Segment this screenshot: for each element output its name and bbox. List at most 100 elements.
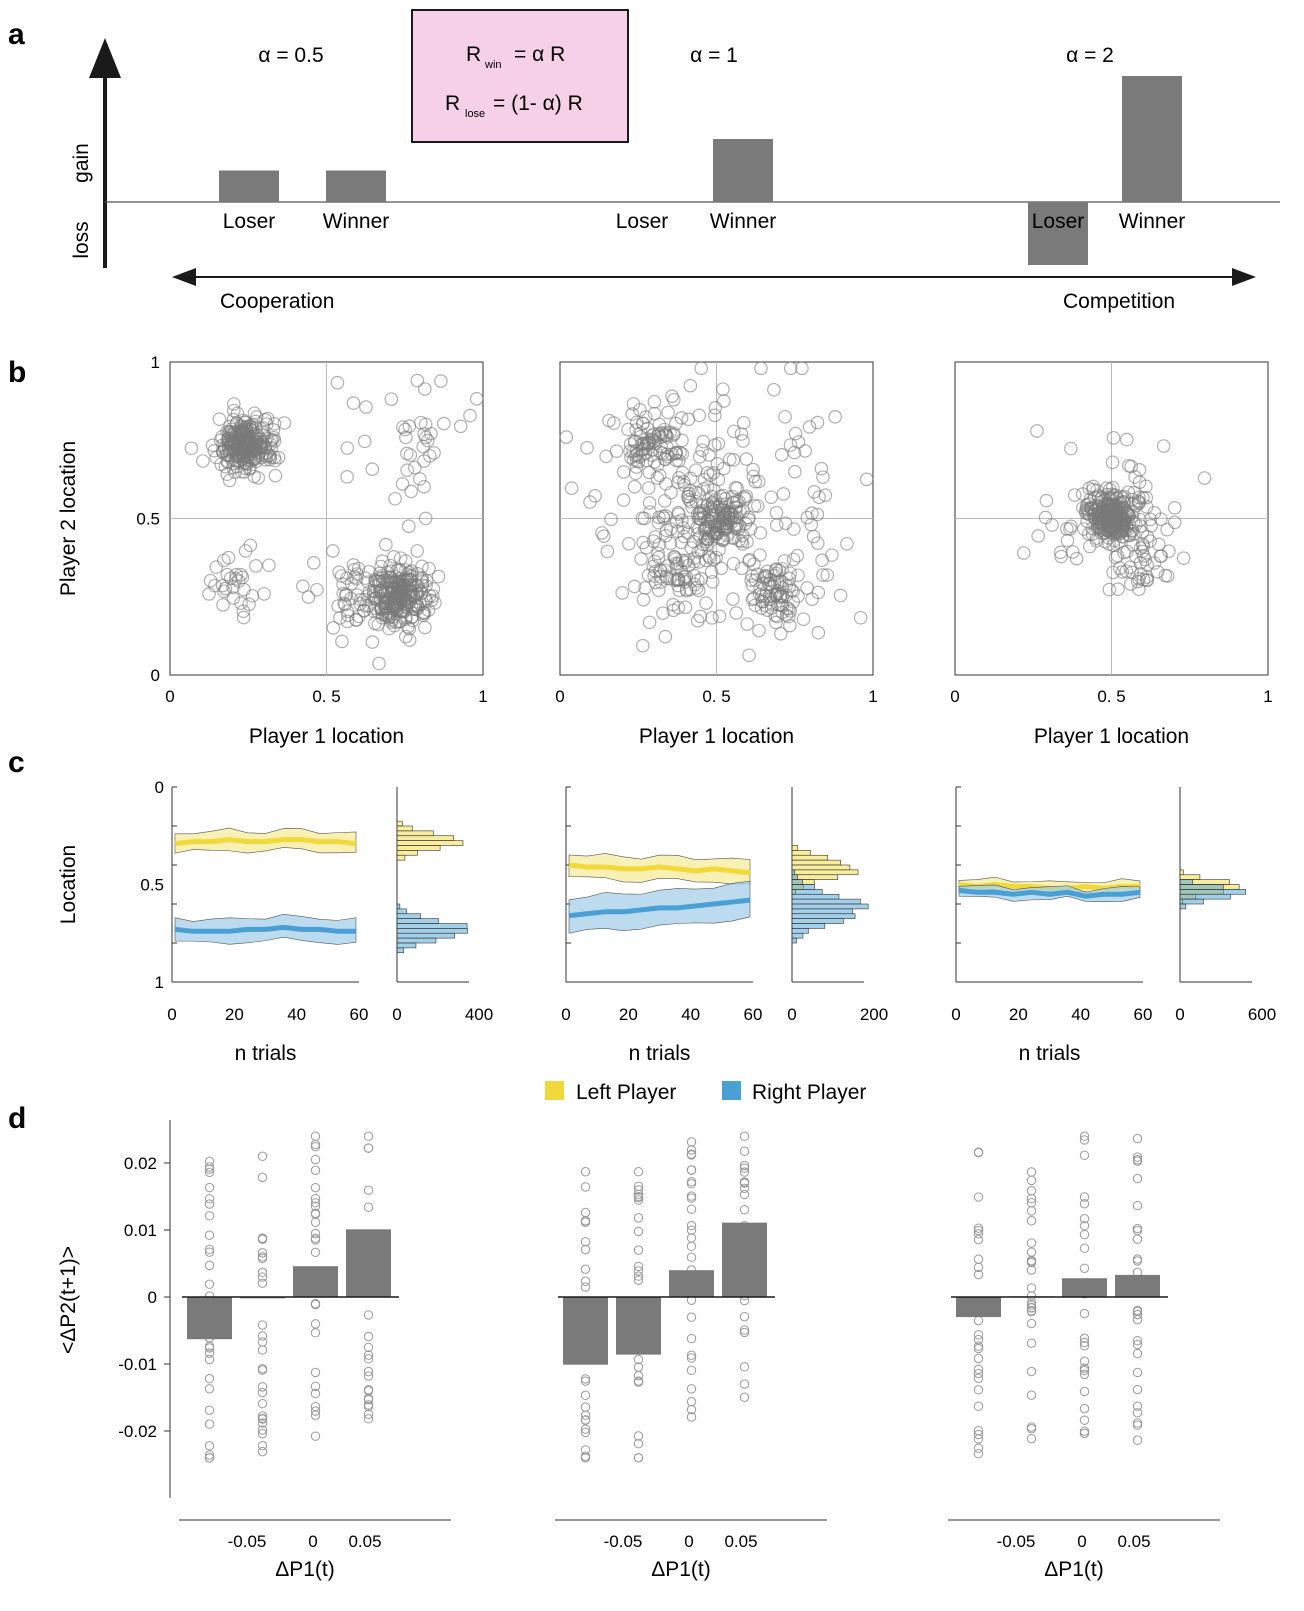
data-point	[1026, 1291, 1037, 1301]
data-point	[973, 1443, 984, 1453]
data-point	[1132, 1309, 1143, 1320]
scatter-point	[734, 427, 749, 441]
scatter-point	[196, 454, 210, 468]
formula-lose-r: R	[445, 92, 460, 115]
x-tick-label: 60	[350, 1005, 369, 1024]
data-point	[363, 1385, 374, 1395]
scatter-point	[755, 594, 770, 609]
scatter-point	[245, 589, 260, 603]
scatter-point	[742, 554, 756, 568]
data-point	[973, 1373, 984, 1383]
data-point	[973, 1330, 984, 1340]
data-point	[204, 1279, 215, 1289]
data-point	[310, 1139, 321, 1150]
scatter-point	[410, 544, 425, 558]
scatter-point	[1113, 517, 1128, 532]
winner-bar	[326, 170, 386, 202]
data-point	[1079, 1135, 1090, 1145]
data-point	[310, 1201, 321, 1212]
scatter-point	[648, 530, 663, 544]
scatter-point	[326, 621, 341, 635]
scatter-subplot: 0 0. 5 1 Player 1 location 0 0.5 1 Player 2 loc…	[57, 353, 488, 748]
scatter-point	[1128, 517, 1143, 532]
scatter-point	[769, 562, 783, 576]
data-point	[310, 1431, 321, 1441]
scatter-point	[711, 472, 726, 487]
scatter-point	[788, 464, 802, 479]
scatter-point	[1030, 424, 1044, 438]
data-point	[204, 1167, 215, 1178]
scatter-point	[816, 568, 830, 582]
scatter-point	[767, 382, 781, 397]
scatter-point	[1054, 549, 1068, 564]
scatter-point	[1143, 512, 1158, 527]
scatter-point	[403, 582, 417, 597]
data-point	[633, 1185, 644, 1195]
data-point	[1079, 1341, 1090, 1351]
scatter-point	[1106, 431, 1121, 445]
scatter-point	[648, 436, 662, 451]
scatter-point	[708, 400, 723, 415]
scatter-point	[238, 433, 252, 448]
scatter-point	[1105, 455, 1120, 470]
scatter-point	[426, 582, 441, 596]
data-point	[973, 1234, 984, 1245]
alpha-label: α = 1	[690, 44, 738, 67]
data-point	[580, 1427, 591, 1438]
panel-letter-a: a	[8, 18, 25, 51]
scatter-point	[437, 416, 451, 431]
x-tick-label: 0	[1077, 1532, 1086, 1551]
mean-bar	[293, 1266, 338, 1297]
data-point	[204, 1441, 215, 1451]
data-point	[686, 1241, 697, 1252]
data-point	[1026, 1193, 1037, 1204]
hist-tick-label: 600	[1248, 1005, 1276, 1024]
left-hist-bar	[791, 850, 811, 856]
scatter-point	[768, 608, 783, 623]
scatter-point	[774, 588, 788, 603]
scatter-point	[368, 616, 382, 631]
scatter-point	[257, 587, 271, 601]
data-point	[1026, 1366, 1037, 1377]
bar-subplot: -0.05 0 0.05 ΔP1(t)	[555, 1131, 827, 1581]
data-point	[257, 1399, 268, 1409]
data-point	[257, 1440, 268, 1451]
data-point	[363, 1331, 374, 1342]
left-hist-bar	[791, 859, 841, 866]
scatter-point	[636, 416, 650, 431]
data-point	[257, 1425, 268, 1435]
scatter-point	[340, 441, 355, 455]
scatter-point	[583, 495, 597, 509]
data-point	[363, 1354, 374, 1364]
mean-bar	[956, 1297, 1001, 1318]
scatter-point	[634, 437, 649, 451]
scatter-point	[783, 618, 797, 633]
data-point	[204, 1354, 215, 1365]
scatter-point	[616, 465, 631, 479]
mean-bar	[722, 1222, 767, 1297]
mean-bar	[187, 1297, 232, 1340]
bar-subplot: -0.02 -0.01 0 0.01 0.02 <ΔP2(t+1)> -0.05 0 0.05 Δ…	[57, 1120, 451, 1581]
hist-tick-label: 200	[860, 1005, 888, 1024]
data-point	[204, 1373, 215, 1384]
scatter-point	[716, 533, 730, 548]
scatter-point	[268, 468, 283, 483]
data-point	[310, 1228, 321, 1239]
scatter-point	[641, 481, 656, 495]
data-point	[310, 1406, 321, 1416]
data-point	[257, 1248, 268, 1258]
scatter-point	[748, 573, 763, 587]
scatter-point	[726, 424, 741, 439]
right-hist-bar	[791, 869, 796, 876]
scatter-point	[1119, 564, 1134, 578]
scatter-point	[1083, 539, 1097, 554]
data-point	[363, 1202, 374, 1212]
right-hist-bar	[791, 928, 809, 934]
scatter-point	[663, 536, 678, 551]
data-point	[739, 1379, 750, 1389]
data-point	[204, 1162, 215, 1172]
data-point	[633, 1370, 644, 1381]
data-point	[1132, 1305, 1143, 1316]
scatter-point	[239, 435, 253, 449]
